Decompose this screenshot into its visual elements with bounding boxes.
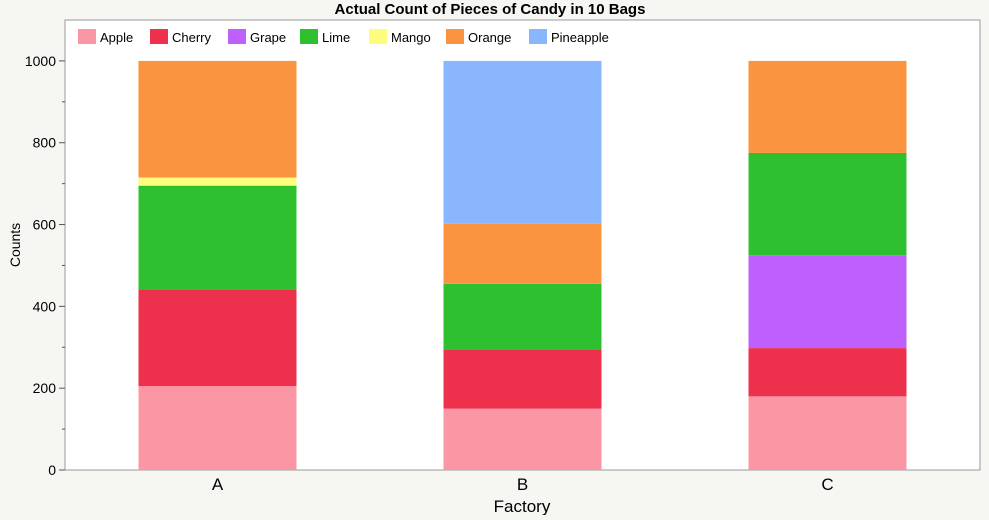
bars-layer <box>138 60 907 470</box>
legend-swatch-pineapple <box>529 29 547 44</box>
y-tick-label: 600 <box>33 217 57 233</box>
legend: Apple Cherry Grape Lime Mango Orange Pineapple <box>78 29 609 45</box>
y-tick-label: 1000 <box>25 53 56 69</box>
bar-grape-c <box>748 255 907 349</box>
bar-orange-b <box>443 223 602 284</box>
chart-title: Actual Count of Pieces of Candy in 10 Ba… <box>335 1 646 18</box>
y-tick-label: 800 <box>33 135 57 151</box>
y-tick-label: 0 <box>48 462 56 478</box>
bar-cherry-c <box>748 348 907 397</box>
bar-apple-a <box>138 386 297 470</box>
bar-apple-c <box>748 396 907 470</box>
bar-lime-b <box>443 283 602 350</box>
legend-swatch-grape <box>228 29 246 44</box>
x-axis-label: Factory <box>494 497 551 515</box>
legend-label-pineapple: Pineapple <box>551 30 609 45</box>
y-tick-label: 400 <box>33 298 57 314</box>
legend-label-cherry: Cherry <box>172 30 212 45</box>
legend-label-apple: Apple <box>100 30 133 45</box>
legend-swatch-mango <box>369 29 387 44</box>
legend-swatch-apple <box>78 29 96 44</box>
bar-mango-a <box>138 177 297 186</box>
x-tick-label: C <box>821 475 833 494</box>
bar-lime-a <box>138 185 297 290</box>
legend-swatch-lime <box>300 29 318 44</box>
legend-swatch-orange <box>446 29 464 44</box>
bar-lime-c <box>748 152 907 256</box>
legend-label-lime: Lime <box>322 30 350 45</box>
x-tick-label: B <box>517 475 528 494</box>
bar-cherry-b <box>443 349 602 409</box>
legend-label-grape: Grape <box>250 30 286 45</box>
legend-label-mango: Mango <box>391 30 431 45</box>
x-axis: A B C <box>212 475 834 494</box>
x-tick-label: A <box>212 475 224 494</box>
y-axis: 0 200 400 600 800 1000 <box>25 53 65 478</box>
bar-apple-b <box>443 408 602 470</box>
legend-label-orange: Orange <box>468 30 511 45</box>
bar-orange-a <box>138 60 297 178</box>
y-axis-label: Counts <box>7 223 23 267</box>
bar-pineapple-b <box>443 60 602 224</box>
bar-cherry-a <box>138 290 297 387</box>
legend-swatch-cherry <box>150 29 168 44</box>
y-tick-label: 200 <box>33 380 57 396</box>
bar-orange-c <box>748 60 907 153</box>
